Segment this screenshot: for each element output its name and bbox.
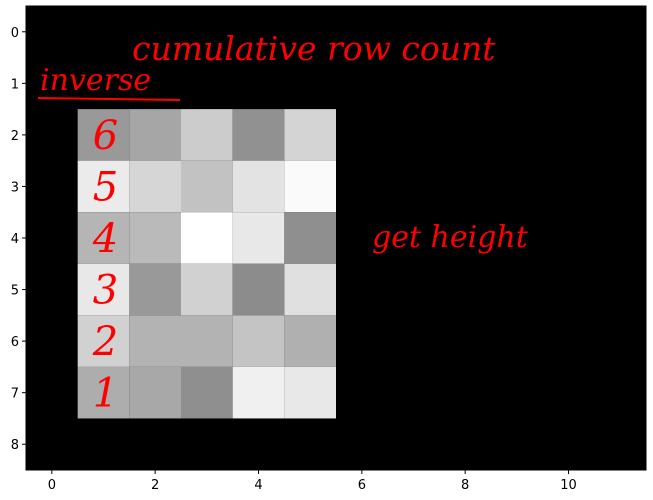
annotation-inverse-underline	[37, 97, 181, 101]
x-tick-label: 8	[461, 478, 469, 493]
heatmap-cell-r6-c5	[284, 315, 336, 367]
annotation-row-number: 4	[92, 216, 118, 262]
heatmap-cell-r5-c1	[77, 263, 130, 316]
y-tick-label: 0	[11, 26, 19, 41]
heatmap-cell-r6-c1	[77, 315, 130, 367]
heatmap-cells	[77, 109, 336, 419]
heatmap-cell-r3-c4	[232, 160, 285, 213]
heatmap-cell-r7-c3	[181, 366, 233, 419]
heatmap-cell-r2-c3	[181, 109, 233, 161]
y-tick-label: 1	[11, 77, 19, 92]
heatmap-cell-r3-c1	[77, 160, 130, 213]
heatmap-cell-r6-c2	[129, 315, 181, 367]
heatmap-cell-r6-c4	[232, 315, 285, 367]
heatmap-cell-r6-c3	[181, 315, 233, 367]
heatmap-cell-r5-c2	[129, 263, 181, 316]
heatmap-cell-r4-c3	[181, 212, 233, 264]
y-tick-label: 7	[11, 387, 19, 402]
heatmap-cell-r2-c2	[129, 109, 181, 161]
annotation-row-number: 2	[92, 319, 118, 365]
y-tick-label: 2	[11, 129, 19, 144]
heatmap-cell-r5-c5	[284, 263, 336, 316]
x-tick-label: 4	[254, 478, 262, 493]
heatmap-cell-r5-c3	[181, 263, 233, 316]
heatmap-cell-r4-c1	[77, 212, 130, 264]
heatmap-cell-r4-c2	[129, 212, 181, 264]
annotation-row-number: 3	[93, 268, 118, 314]
heatmap-cell-r3-c3	[181, 160, 233, 213]
axis-ticks: 0 2 4 6 8 10 0 1 2 3 4 5 6 7 8	[11, 26, 577, 493]
heatmap-cell-r2-c1	[77, 109, 130, 161]
heatmap-cell-r2-c4	[232, 109, 285, 161]
heatmap-cell-r4-c5	[284, 212, 336, 264]
annotation-row-number: 1	[93, 371, 118, 417]
y-tick-label: 5	[11, 284, 19, 299]
heatmap-cell-r7-c5	[284, 366, 336, 419]
heatmap-cell-r4-c4	[232, 212, 285, 264]
y-tick-label: 4	[11, 232, 19, 247]
y-tick-label: 3	[11, 180, 19, 195]
heatmap-cell-r7-c4	[232, 366, 285, 419]
annotation-row-numbers: 6 5 4 3 2 1	[92, 113, 118, 417]
annotation-row-number: 6	[93, 113, 118, 159]
annotation-get-height: get height	[372, 220, 529, 255]
x-tick-label: 0	[48, 478, 56, 493]
annotation-inverse: inverse	[40, 63, 151, 98]
heatmap-cell-r7-c2	[129, 366, 181, 419]
annotation-row-number: 5	[93, 164, 118, 210]
x-tick-label: 2	[151, 478, 159, 493]
heatmap-cell-r7-c1	[77, 366, 130, 419]
heatmap-cell-r3-c5	[284, 160, 336, 213]
heatmap-cell-r5-c4	[232, 263, 285, 316]
heatmap-cell-r3-c2	[129, 160, 181, 213]
x-tick-label: 6	[358, 478, 366, 493]
y-tick-label: 8	[11, 438, 19, 453]
x-tick-label: 10	[560, 478, 577, 493]
heatmap-cell-r2-c5	[284, 109, 336, 161]
y-tick-label: 6	[11, 335, 19, 350]
annotation-cumulative-row-count: cumulative row count	[132, 29, 496, 68]
